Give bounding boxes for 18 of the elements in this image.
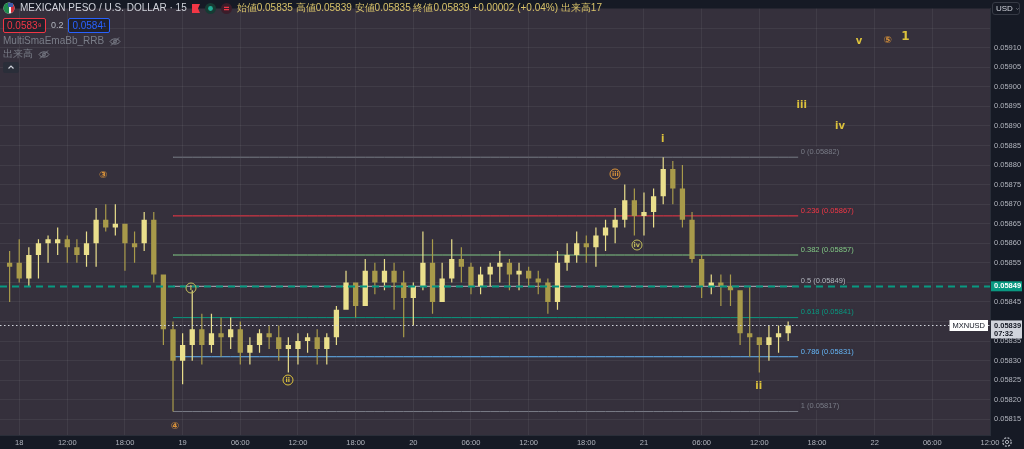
annotation: MultiSmaEmaBb_RRB — [3, 35, 105, 47]
currency-dropdown: USD — [992, 2, 1020, 15]
annotation: ⑤ — [883, 33, 892, 45]
chart-subtitle: 始値0.05835 高値0.05839 安値0.05835 終値0.05839 +0.00002 (+0.04%) 出来高17 — [236, 2, 602, 14]
y-axis-title: USD — [996, 4, 1013, 13]
annotation: i — [660, 132, 665, 144]
annotation: ③ — [99, 168, 108, 180]
annotation: ii — [755, 379, 763, 391]
annotation: ④ — [170, 419, 180, 431]
annotation: 0.0583⁹ — [3, 18, 46, 33]
annotation: 出来高 — [3, 48, 33, 60]
annotation: v — [855, 34, 863, 46]
annotation: iv — [835, 119, 845, 131]
annotation: 0.2 — [50, 20, 64, 31]
annotation: 1 — [901, 28, 910, 43]
annotation: 0.0584¹ — [68, 18, 111, 33]
annotation: iii — [796, 98, 807, 110]
chart-title: MEXICAN PESO / U.S. DOLLAR · 15 — [20, 2, 187, 14]
